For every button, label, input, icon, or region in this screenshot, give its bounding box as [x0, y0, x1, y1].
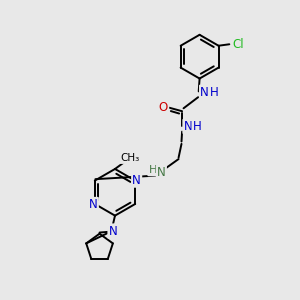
- Text: H: H: [209, 86, 218, 99]
- Text: O: O: [159, 100, 168, 114]
- Text: N: N: [157, 166, 166, 179]
- Text: N: N: [200, 86, 209, 99]
- Text: H: H: [193, 120, 202, 133]
- Text: H: H: [148, 165, 157, 175]
- Text: CH₃: CH₃: [121, 153, 140, 163]
- Text: Cl: Cl: [232, 38, 244, 51]
- Text: N: N: [109, 225, 117, 238]
- Text: N: N: [184, 120, 192, 133]
- Text: N: N: [89, 198, 98, 211]
- Text: N: N: [132, 173, 141, 187]
